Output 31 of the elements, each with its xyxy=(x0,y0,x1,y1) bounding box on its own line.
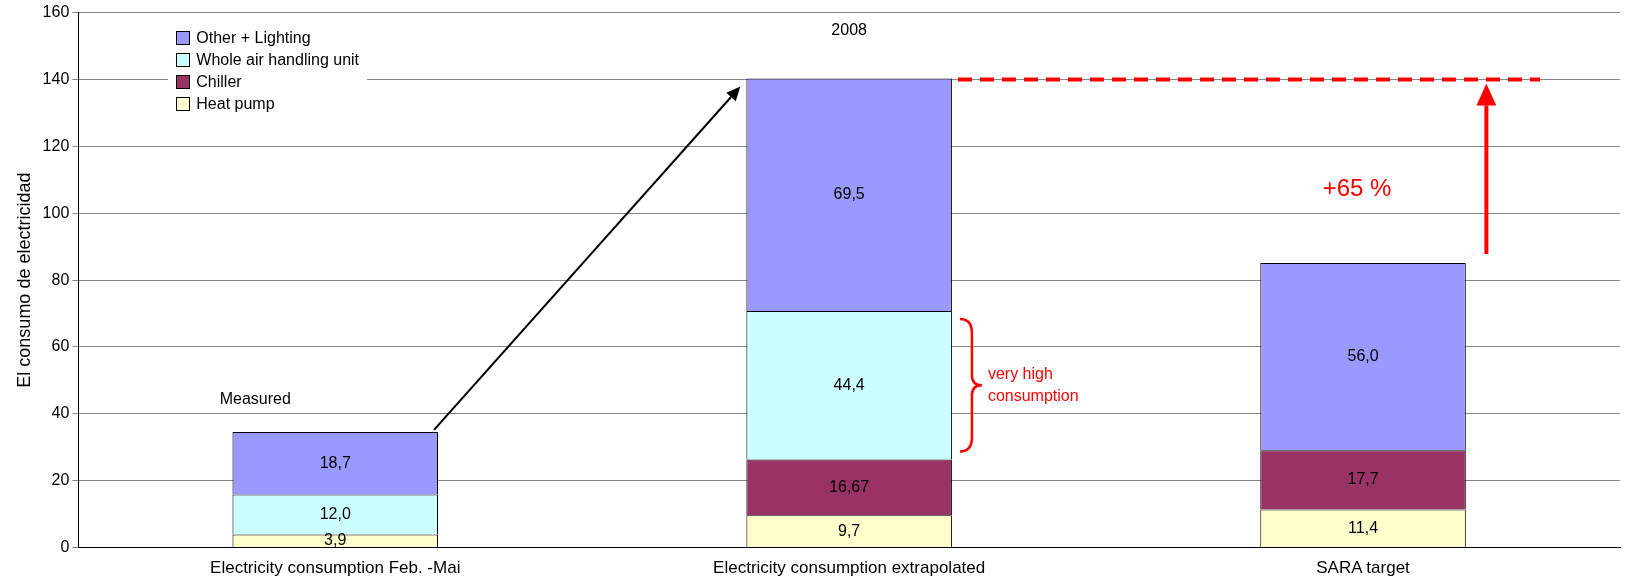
legend-label: Heat pump xyxy=(195,94,276,113)
y-axis-title: El consumo de electricidad xyxy=(13,172,34,388)
data-label: 3,9 xyxy=(324,531,347,549)
annotation: Measured xyxy=(219,390,291,408)
data-label: 12,0 xyxy=(319,504,351,522)
data-label: 56,0 xyxy=(1347,347,1379,365)
data-label: 17,7 xyxy=(1347,470,1379,488)
y-tick-label: 140 xyxy=(42,69,70,87)
x-tick-label: Electricity consumption extrapolated xyxy=(713,558,986,578)
y-tick-label: 0 xyxy=(60,538,70,556)
y-tick-label: 20 xyxy=(51,471,70,489)
y-tick-label: 100 xyxy=(42,203,70,221)
legend-label: Chiller xyxy=(195,72,243,91)
annotation: 2008 xyxy=(831,20,868,38)
data-label: 44,4 xyxy=(833,375,865,393)
legend-label: Other + Lighting xyxy=(195,28,312,47)
annotation: +65 % xyxy=(1322,173,1392,201)
y-tick-label: 40 xyxy=(51,404,70,422)
data-label: 16,67 xyxy=(829,477,870,495)
data-label: 18,7 xyxy=(319,453,351,471)
annotation: very high consumption xyxy=(987,364,1080,407)
y-tick-label: 160 xyxy=(42,3,70,21)
x-tick-label: SARA target xyxy=(1316,558,1411,578)
data-label: 11,4 xyxy=(1348,518,1379,536)
data-label: 69,5 xyxy=(833,185,865,203)
x-tick-label: Electricity consumption Feb. -Mai xyxy=(210,558,461,578)
data-label: 9,7 xyxy=(838,521,861,539)
y-tick-label: 120 xyxy=(42,136,70,154)
y-tick-label: 60 xyxy=(51,337,70,355)
y-tick-label: 80 xyxy=(51,270,70,288)
legend-label: Whole air handling unit xyxy=(195,50,360,69)
